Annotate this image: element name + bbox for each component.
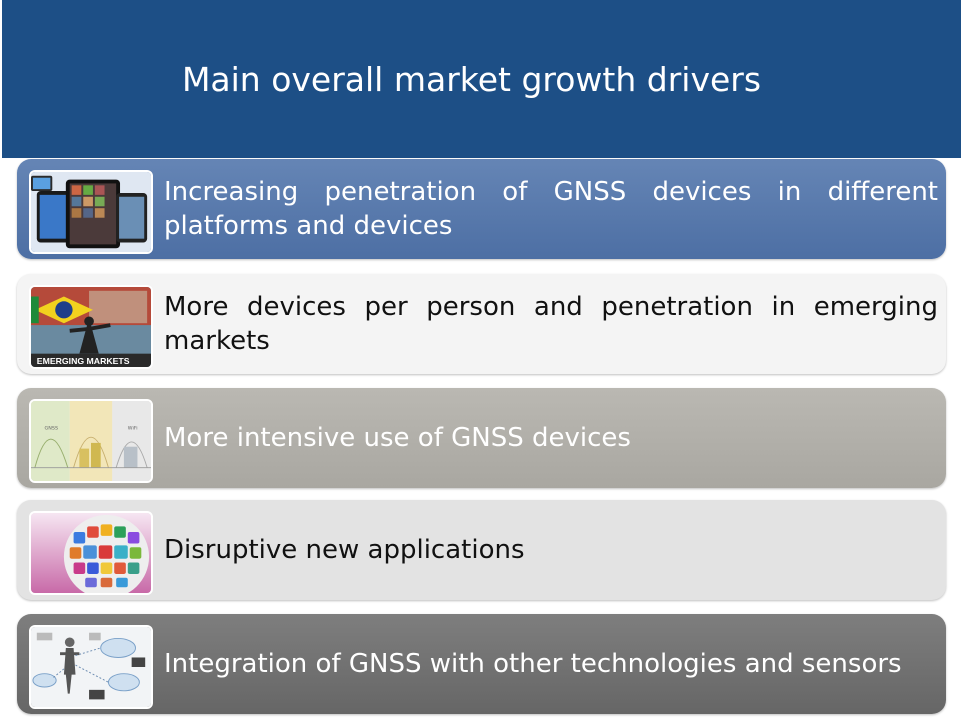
tablets-devices-image	[29, 170, 153, 254]
driver-text: Increasing penetration of GNSS devices i…	[164, 177, 938, 241]
driver-text: Disruptive new applications	[164, 535, 525, 565]
app-globe-image	[29, 511, 153, 595]
usage-chart-image: GNSS WiFi	[29, 399, 153, 483]
sensor-network-image	[29, 625, 153, 709]
driver-text: More intensive use of GNSS devices	[164, 423, 631, 453]
driver-row-device-penetration: Increasing penetration of GNSS devices i…	[17, 159, 946, 259]
driver-row-emerging-markets: EMERGING MARKETS More devices per person…	[17, 274, 946, 374]
svg-text:GNSS: GNSS	[45, 426, 59, 432]
driver-text: Integration of GNSS with other technolog…	[164, 649, 902, 679]
driver-row-disruptive-apps: Disruptive new applications	[17, 500, 946, 600]
slide-header: Main overall market growth drivers	[2, 0, 961, 158]
svg-text:EMERGING MARKETS: EMERGING MARKETS	[37, 356, 130, 366]
slide-title: Main overall market growth drivers	[181, 59, 762, 99]
emerging-markets-image: EMERGING MARKETS	[29, 285, 153, 369]
driver-text: More devices per person and penetration …	[164, 292, 938, 356]
driver-row-intensive-use: GNSS WiFi More intensive use of GNSS dev…	[17, 388, 946, 488]
svg-text:WiFi: WiFi	[128, 426, 138, 432]
driver-row-integration: Integration of GNSS with other technolog…	[17, 614, 946, 714]
